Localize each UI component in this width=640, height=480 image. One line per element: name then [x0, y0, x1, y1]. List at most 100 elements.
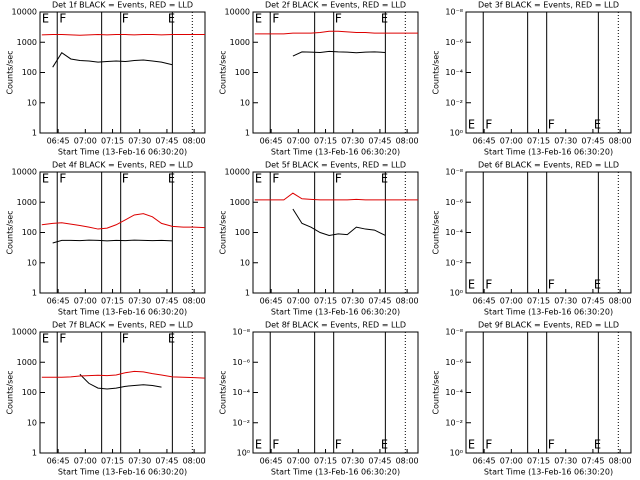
flag-label: E: [468, 278, 475, 292]
flag-label: E: [255, 438, 262, 452]
x-tick-label: 06:45: [47, 457, 70, 466]
y-tick-label: 10⁰: [450, 449, 463, 458]
y-tick-label: 10⁻⁸: [445, 328, 463, 337]
chart-panel: Det 7f BLACK = Events, RED = LLD Start Ti…: [6, 321, 206, 477]
x-tick-label: 08:00: [396, 297, 419, 306]
y-axis-label: Counts/sec: [6, 50, 15, 94]
flag-label: F: [548, 438, 555, 452]
flag-label: E: [381, 172, 388, 186]
chart-panel: Det 3f BLACK = Events, RED = LLD Start Ti…: [432, 1, 632, 157]
x-tick-label: 07:30: [128, 137, 151, 146]
chart-title: Det 5f BLACK = Events, RED = LLD: [265, 161, 406, 170]
x-axis-label: Start Time (13-Feb-16 06:30:20): [484, 468, 613, 477]
y-tick-label: 10⁻⁸: [445, 168, 463, 177]
plot-frame: [252, 171, 419, 294]
x-tick-label: 07:45: [581, 297, 604, 306]
flag-label: E: [468, 438, 475, 452]
y-tick-label: 10⁻⁴: [445, 68, 463, 77]
y-tick-label: 10⁻²: [232, 418, 250, 427]
plot-frame: [39, 171, 206, 294]
x-tick-label: 07:45: [581, 137, 604, 146]
x-tick-label: 07:00: [287, 457, 310, 466]
x-tick-label: 08:00: [396, 457, 419, 466]
flag-label: F: [485, 118, 492, 132]
x-tick-label: 07:00: [500, 457, 523, 466]
flag-label: E: [168, 12, 175, 26]
chart-panel: Det 4f BLACK = Events, RED = LLD Start Ti…: [6, 161, 206, 317]
y-tick-label: 100: [235, 228, 250, 237]
flag-label: F: [272, 438, 279, 452]
y-tick-label: 10: [27, 258, 37, 267]
chart-panel: Det 9f BLACK = Events, RED = LLD Start Ti…: [432, 321, 632, 477]
y-tick-label: 10: [240, 258, 250, 267]
y-tick-label: 10⁻²: [445, 98, 463, 107]
flag-label: F: [122, 332, 129, 346]
plot-frame: [465, 331, 632, 454]
x-axis-label: Start Time (13-Feb-16 06:30:20): [484, 308, 613, 317]
x-tick-label: 07:00: [74, 137, 97, 146]
x-tick-label: 07:15: [527, 457, 550, 466]
x-tick-label: 07:45: [155, 137, 178, 146]
x-tick-label: 07:00: [74, 297, 97, 306]
y-tick-label: 10000: [12, 328, 37, 337]
y-tick-label: 10⁰: [237, 449, 250, 458]
x-tick-label: 08:00: [183, 137, 206, 146]
x-tick-label: 08:00: [609, 457, 632, 466]
x-tick-label: 07:30: [341, 457, 364, 466]
x-tick-label: 07:30: [554, 297, 577, 306]
y-axis-label: Counts/sec: [219, 210, 228, 254]
y-tick-label: 10: [27, 418, 37, 427]
y-axis-label: Counts/sec: [219, 50, 228, 94]
x-axis-label: Start Time (13-Feb-16 06:30:20): [271, 468, 400, 477]
series-line: [41, 213, 206, 230]
flag-label: E: [381, 12, 388, 26]
y-axis-label: Counts/sec: [432, 370, 441, 414]
flag-label: F: [272, 172, 279, 186]
series-line: [41, 370, 206, 379]
y-tick-label: 1000: [230, 38, 250, 47]
y-tick-label: 1000: [17, 198, 37, 207]
flag-label: F: [335, 12, 342, 26]
flag-label: E: [594, 438, 601, 452]
x-tick-label: 07:30: [554, 457, 577, 466]
y-tick-label: 10⁻²: [445, 258, 463, 267]
y-tick-label: 10: [27, 98, 37, 107]
chart-title: Det 3f BLACK = Events, RED = LLD: [478, 1, 619, 10]
x-tick-label: 08:00: [183, 297, 206, 306]
flag-label: F: [59, 332, 66, 346]
series-line: [254, 192, 418, 201]
x-tick-label: 06:45: [260, 297, 283, 306]
x-tick-label: 07:15: [314, 297, 337, 306]
y-axis-label: Counts/sec: [6, 210, 15, 254]
flag-label: F: [335, 172, 342, 186]
plot-frame: [39, 11, 206, 134]
flag-label: E: [381, 438, 388, 452]
x-tick-label: 07:00: [74, 457, 97, 466]
x-tick-label: 07:45: [368, 137, 391, 146]
flag-label: E: [168, 172, 175, 186]
y-tick-label: 10000: [225, 8, 250, 17]
x-tick-label: 07:15: [101, 457, 124, 466]
flag-label: F: [122, 172, 129, 186]
flag-label: E: [468, 118, 475, 132]
chart-panel: Det 2f BLACK = Events, RED = LLD Start Ti…: [219, 1, 419, 157]
x-tick-label: 07:45: [368, 457, 391, 466]
x-tick-label: 08:00: [609, 137, 632, 146]
y-tick-label: 1: [32, 129, 37, 138]
y-axis-label: Counts/sec: [432, 210, 441, 254]
chart-title: Det 2f BLACK = Events, RED = LLD: [265, 1, 406, 10]
flag-label: E: [42, 172, 49, 186]
chart-panel: Det 8f BLACK = Events, RED = LLD Start Ti…: [219, 321, 419, 477]
y-tick-label: 10: [240, 98, 250, 107]
y-tick-label: 10000: [12, 8, 37, 17]
chart-title: Det 7f BLACK = Events, RED = LLD: [52, 321, 193, 330]
flag-label: E: [594, 118, 601, 132]
x-tick-label: 06:45: [473, 297, 496, 306]
y-tick-label: 100: [22, 228, 37, 237]
flag-label: F: [122, 12, 129, 26]
x-axis-label: Start Time (13-Feb-16 06:30:20): [484, 148, 613, 157]
x-tick-label: 07:30: [341, 137, 364, 146]
x-tick-label: 07:00: [287, 297, 310, 306]
x-tick-label: 06:45: [47, 137, 70, 146]
y-tick-label: 10⁻²: [445, 418, 463, 427]
